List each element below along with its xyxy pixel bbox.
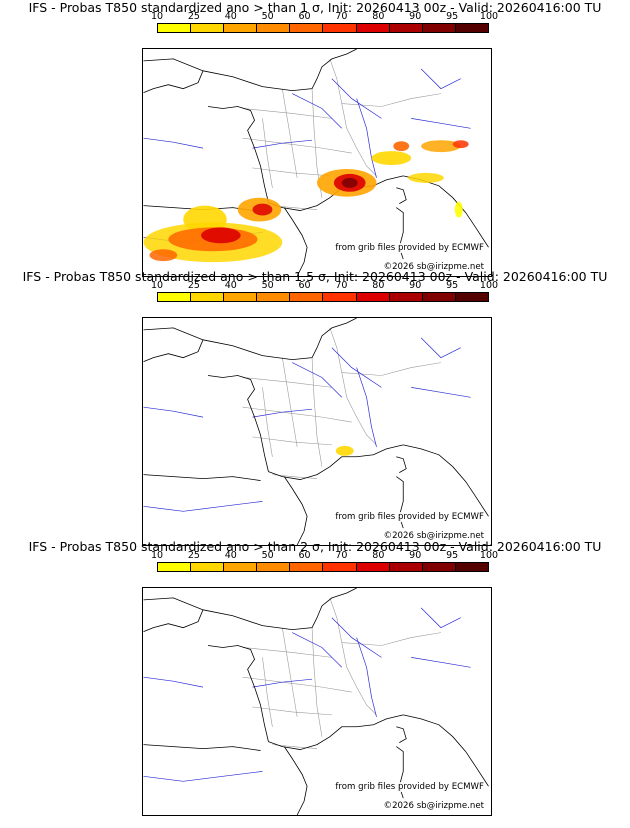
- legend-swatch: [257, 24, 291, 32]
- legend-swatch: [389, 293, 423, 301]
- map-area: from grib files provided by ECMWF ©2026 …: [142, 48, 492, 277]
- legend-tick-label: 70: [335, 280, 348, 291]
- legend-tick-label: 80: [372, 11, 385, 22]
- legend-tick-label: 100: [479, 550, 499, 561]
- legend-swatch: [191, 24, 225, 32]
- color-legend: [157, 23, 489, 33]
- legend-swatch: [257, 293, 291, 301]
- legend-tick-label: 60: [298, 280, 311, 291]
- map-panel-3: IFS - Probas T850 standardized ano > tha…: [0, 539, 630, 816]
- copyright-text: ©2026 sb@irizpme.net: [382, 801, 485, 811]
- map-area: from grib files provided by ECMWF ©2026 …: [142, 317, 492, 546]
- color-legend: [157, 292, 489, 302]
- credit-text: from grib files provided by ECMWF: [334, 243, 485, 253]
- map-svg: [143, 49, 489, 276]
- legend-tick-label: 100: [479, 280, 499, 291]
- legend-swatch: [323, 24, 357, 32]
- legend-swatch: [191, 293, 225, 301]
- map-area: from grib files provided by ECMWF ©2026 …: [142, 587, 492, 816]
- copyright-text: ©2026 sb@irizpme.net: [382, 262, 485, 272]
- legend-swatch: [323, 293, 357, 301]
- legend-swatch: [455, 563, 488, 571]
- legend-tick-label: 95: [446, 280, 459, 291]
- legend-swatch: [290, 24, 324, 32]
- legend-swatch: [455, 24, 488, 32]
- legend-tick-label: 95: [446, 550, 459, 561]
- legend-tick-label: 95: [446, 11, 459, 22]
- legend-ticks: 10 25 40 50 60 70 80 90 95 100: [151, 550, 498, 562]
- map-svg: [143, 588, 489, 815]
- legend-swatch: [422, 293, 456, 301]
- color-legend: [157, 562, 489, 572]
- copyright-text: ©2026 sb@irizpme.net: [382, 531, 485, 541]
- legend-swatch: [290, 293, 324, 301]
- map-panel-1: IFS - Probas T850 standardized ano > tha…: [0, 0, 630, 277]
- legend-tick-label: 80: [372, 280, 385, 291]
- legend-tick-label: 40: [224, 550, 237, 561]
- legend-tick-label: 25: [187, 11, 200, 22]
- legend-swatch: [257, 563, 291, 571]
- legend-swatch: [356, 293, 390, 301]
- legend-swatch: [224, 293, 258, 301]
- legend-tick-label: 60: [298, 550, 311, 561]
- probability-blobs: [335, 445, 354, 456]
- legend-tick-label: 50: [261, 11, 274, 22]
- panel-title: IFS - Probas T850 standardized ano > tha…: [28, 539, 602, 554]
- legend-swatch: [389, 563, 423, 571]
- legend-swatch: [224, 24, 258, 32]
- legend-tick-label: 40: [224, 280, 237, 291]
- legend-swatch: [356, 24, 390, 32]
- legend-tick-label: 10: [150, 11, 164, 22]
- legend-ticks: 10 25 40 50 60 70 80 90 95 100: [151, 11, 498, 23]
- probability-blobs: [143, 140, 469, 263]
- legend-ticks: 10 25 40 50 60 70 80 90 95 100: [151, 280, 498, 292]
- map-panel-2: IFS - Probas T850 standardized ano > tha…: [0, 269, 630, 546]
- legend-tick-label: 25: [187, 550, 200, 561]
- legend-tick-label: 100: [479, 11, 499, 22]
- legend-tick-label: 25: [187, 280, 200, 291]
- panel-title: IFS - Probas T850 standardized ano > tha…: [22, 269, 608, 284]
- legend-tick-label: 90: [409, 11, 422, 22]
- legend-swatch: [158, 24, 192, 32]
- legend-tick-label: 80: [372, 550, 385, 561]
- legend-swatch: [224, 563, 258, 571]
- legend-swatch: [455, 293, 488, 301]
- legend-swatch: [191, 563, 225, 571]
- legend-swatch: [356, 563, 390, 571]
- panel-title: IFS - Probas T850 standardized ano > tha…: [28, 0, 602, 15]
- legend-swatch: [422, 563, 456, 571]
- legend-tick-label: 90: [409, 280, 422, 291]
- credit-text: from grib files provided by ECMWF: [334, 512, 485, 522]
- legend-swatch: [323, 563, 357, 571]
- legend-tick-label: 60: [298, 11, 311, 22]
- credit-text: from grib files provided by ECMWF: [334, 782, 485, 792]
- legend-tick-label: 40: [224, 11, 237, 22]
- legend-swatch: [389, 24, 423, 32]
- legend-tick-label: 90: [409, 550, 422, 561]
- legend-swatch: [290, 563, 324, 571]
- legend-tick-label: 70: [335, 11, 348, 22]
- legend-tick-label: 50: [261, 550, 274, 561]
- legend-tick-label: 50: [261, 280, 274, 291]
- legend-tick-label: 70: [335, 550, 348, 561]
- map-svg: [143, 318, 489, 545]
- legend-tick-label: 10: [150, 550, 164, 561]
- legend-swatch: [422, 24, 456, 32]
- legend-swatch: [158, 293, 192, 301]
- legend-tick-label: 10: [150, 280, 164, 291]
- legend-swatch: [158, 563, 192, 571]
